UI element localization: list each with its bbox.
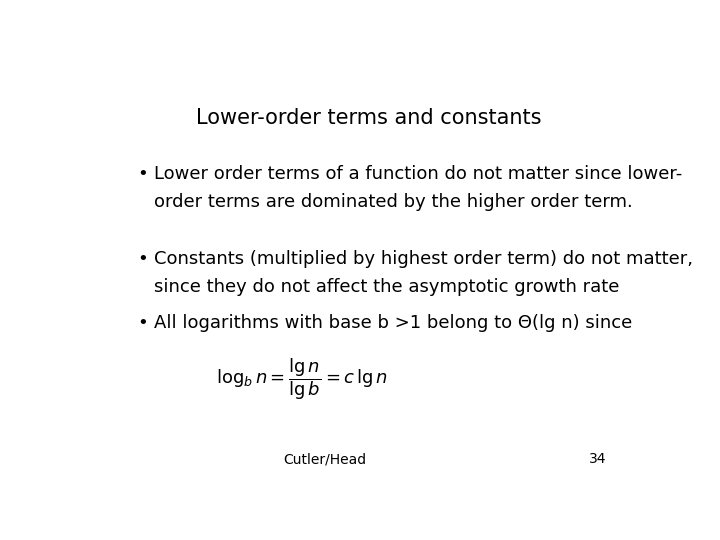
Text: 34: 34 [589, 452, 606, 466]
Text: Lower-order terms and constants: Lower-order terms and constants [197, 109, 541, 129]
Text: $\mathrm{log}_b\, n = \dfrac{\mathrm{lg}\, n}{\mathrm{lg}\, b} = c\,\mathrm{lg}\: $\mathrm{log}_b\, n = \dfrac{\mathrm{lg}… [216, 356, 388, 402]
Text: All logarithms with base b >1 belong to Θ(lg n) since: All logarithms with base b >1 belong to … [154, 314, 632, 332]
Text: •: • [138, 314, 148, 332]
Text: •: • [138, 165, 148, 183]
Text: Cutler/Head: Cutler/Head [283, 452, 366, 466]
Text: Lower order terms of a function do not matter since lower-: Lower order terms of a function do not m… [154, 165, 683, 183]
Text: Constants (multiplied by highest order term) do not matter,: Constants (multiplied by highest order t… [154, 250, 693, 268]
Text: •: • [138, 250, 148, 268]
Text: order terms are dominated by the higher order term.: order terms are dominated by the higher … [154, 193, 633, 211]
Text: since they do not affect the asymptotic growth rate: since they do not affect the asymptotic … [154, 278, 619, 296]
